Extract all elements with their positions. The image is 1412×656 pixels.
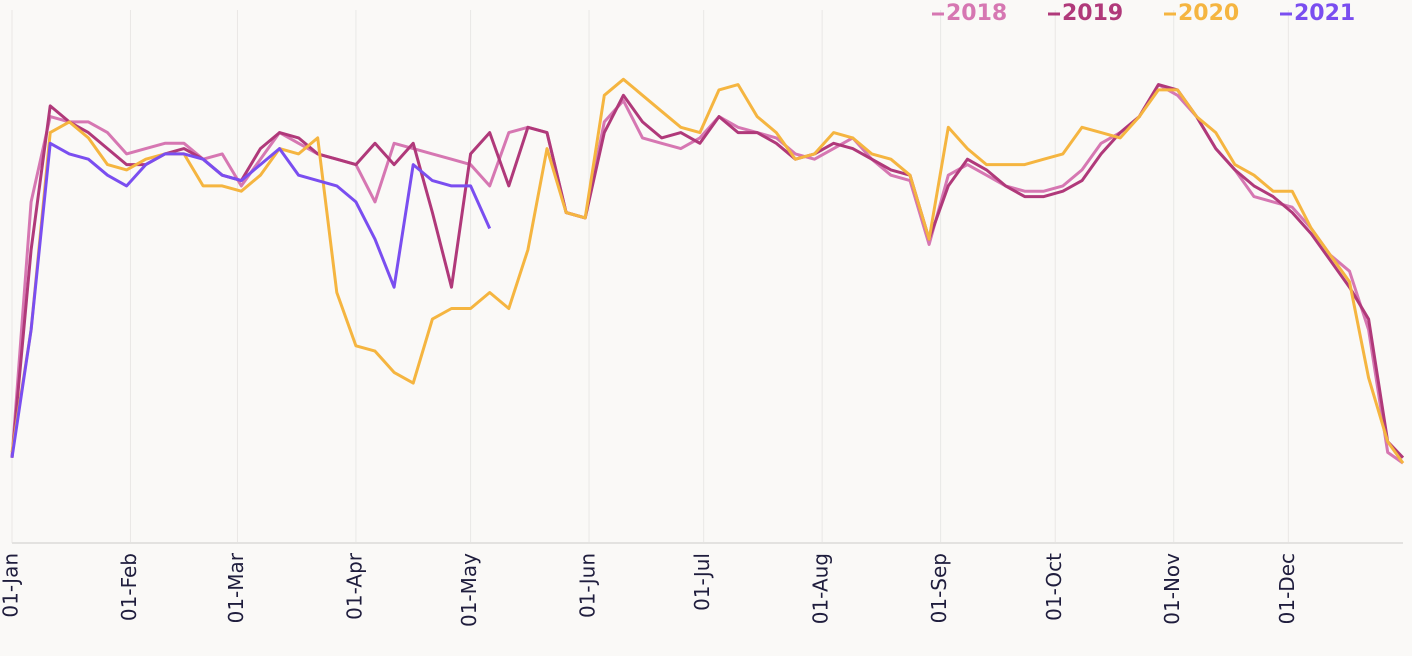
series-line bbox=[10, 83, 1404, 465]
series-line bbox=[10, 77, 1405, 464]
series-line bbox=[10, 141, 492, 458]
x-tick-label: 01-Sep bbox=[927, 553, 951, 623]
legend-label: 2019 bbox=[1062, 1, 1123, 26]
x-tick-label: 01-Jun bbox=[576, 553, 600, 618]
x-tick-label: 01-Jan bbox=[0, 553, 23, 618]
x-tick-label: 01-Feb bbox=[117, 553, 141, 621]
x-tick-label: 01-May bbox=[457, 553, 481, 627]
x-tick-label: 01-Mar bbox=[224, 552, 248, 623]
x-tick-label: 01-Aug bbox=[809, 553, 833, 624]
series-line bbox=[10, 83, 1405, 459]
x-tick-label: 01-Jul bbox=[690, 553, 714, 611]
legend-label: 2021 bbox=[1294, 1, 1355, 26]
x-tick-label: 01-Dec bbox=[1275, 553, 1299, 624]
legend-label: 2020 bbox=[1178, 1, 1239, 26]
x-tick-label: 01-Nov bbox=[1160, 553, 1184, 625]
legend-label: 2018 bbox=[946, 1, 1007, 26]
x-tick-label: 01-Oct bbox=[1042, 553, 1066, 621]
x-tick-label: 01-Apr bbox=[342, 552, 366, 620]
